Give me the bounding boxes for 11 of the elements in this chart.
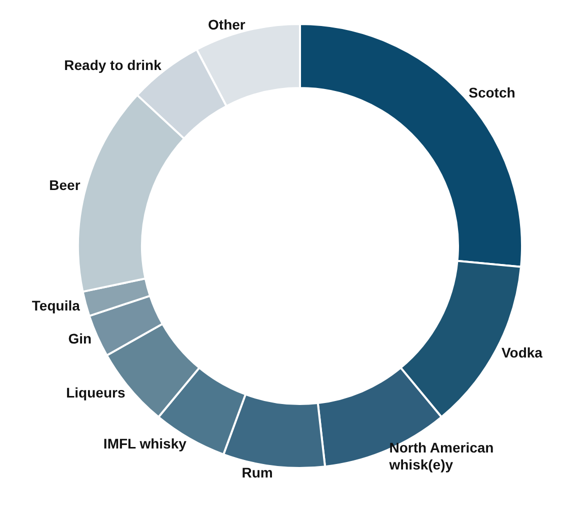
slice-label: IMFL whisky: [103, 436, 187, 452]
slice-label: Other: [208, 16, 246, 33]
slice-label: Scotch: [468, 84, 516, 101]
slice-label: North American whisk(e)y: [388, 439, 494, 472]
slice-label: Liqueurs: [66, 384, 126, 400]
slice-label: Tequila: [32, 297, 80, 314]
slice-label: Rum: [242, 464, 273, 480]
slice-label: Beer: [49, 177, 81, 194]
slice-label: Vodka: [502, 344, 543, 361]
slice-label: Gin: [68, 330, 92, 347]
slice-label: Ready to drink: [64, 56, 162, 73]
